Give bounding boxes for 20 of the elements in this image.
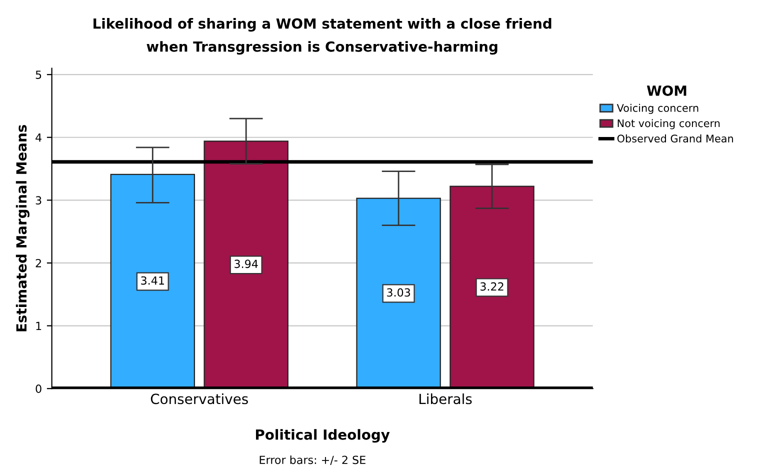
y-tick-label: 1 <box>36 322 42 330</box>
x-axis-title: Political Ideology <box>256 429 390 443</box>
y-tick-label: 4 <box>36 133 42 142</box>
chart-title: Likelihood of sharing a WOM statement with a close friend when Transgression is Conservative-harming <box>94 18 552 55</box>
legend-label: Voicing concern <box>616 104 698 114</box>
x-tick-label: Liberals <box>420 393 472 404</box>
text: Error bars: +/- 2 SE <box>260 455 366 465</box>
data-label: 3.94 <box>234 260 258 268</box>
legend-label: Observed Grand Mean <box>617 134 733 142</box>
y-tick-label: 3 <box>36 196 42 205</box>
legend-label: Not voicing concern <box>618 119 720 130</box>
y-tick-label: 5 <box>36 70 42 79</box>
y-tick-label: 0 <box>36 384 42 393</box>
data-label: 3.03 <box>387 288 410 297</box>
legend-title: WOM <box>646 85 686 96</box>
y-tick-label: 2 <box>36 258 41 268</box>
data-label: 3.41 <box>141 276 164 285</box>
y-axis-title: Estimated Marginal Means <box>16 124 30 332</box>
data-label: 3.22 <box>480 282 504 291</box>
x-tick-label: Conservatives <box>150 393 248 404</box>
